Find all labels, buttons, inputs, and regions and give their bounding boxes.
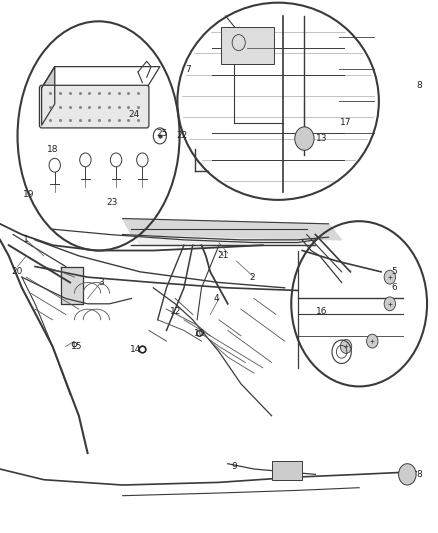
Circle shape	[295, 127, 314, 150]
Circle shape	[384, 297, 396, 311]
Text: 25: 25	[156, 129, 168, 138]
Circle shape	[399, 464, 416, 485]
Polygon shape	[131, 229, 315, 245]
Circle shape	[384, 270, 396, 284]
Text: 3: 3	[98, 278, 104, 287]
Polygon shape	[61, 266, 83, 304]
Text: 8: 8	[417, 81, 423, 90]
Text: 20: 20	[12, 268, 23, 276]
Text: 6: 6	[391, 284, 397, 292]
Text: 16: 16	[316, 308, 328, 316]
Text: 17: 17	[340, 118, 352, 127]
Text: 9: 9	[231, 462, 237, 471]
Text: 24: 24	[128, 110, 139, 119]
Polygon shape	[123, 219, 342, 240]
Text: 22: 22	[176, 132, 187, 140]
Text: 14: 14	[130, 345, 141, 353]
Text: 21: 21	[218, 252, 229, 260]
Circle shape	[340, 340, 352, 353]
Text: 18: 18	[47, 145, 58, 154]
Text: 7: 7	[185, 65, 191, 74]
Text: 5: 5	[391, 268, 397, 276]
Bar	[221, 27, 274, 64]
Text: 2: 2	[249, 273, 254, 281]
Text: 1: 1	[23, 236, 29, 244]
Bar	[272, 461, 302, 480]
Text: 10: 10	[194, 329, 205, 337]
Text: 19: 19	[23, 190, 34, 199]
Text: 8: 8	[417, 470, 423, 479]
Text: 15: 15	[71, 342, 82, 351]
Polygon shape	[42, 67, 55, 125]
Circle shape	[367, 334, 378, 348]
Text: 12: 12	[170, 308, 181, 316]
Text: 4: 4	[214, 294, 219, 303]
Text: 23: 23	[106, 198, 117, 207]
FancyBboxPatch shape	[39, 85, 149, 128]
Text: 13: 13	[316, 134, 328, 143]
